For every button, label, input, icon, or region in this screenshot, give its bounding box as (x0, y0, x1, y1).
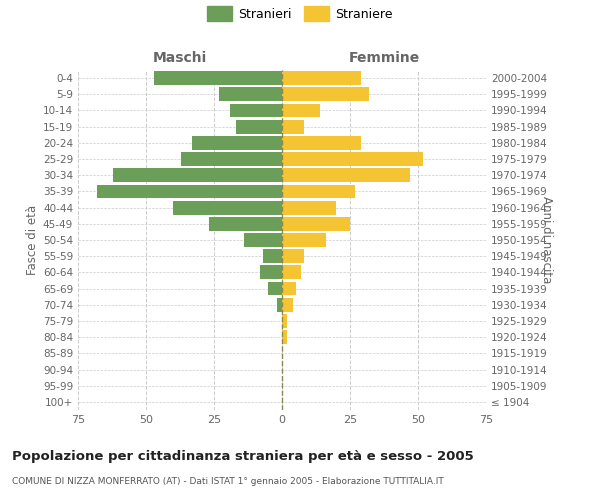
Bar (97, 184, 282, 198)
Bar (282, 233, 326, 247)
Bar (154, 71, 282, 85)
Legend: Stranieri, Straniere: Stranieri, Straniere (207, 6, 393, 20)
Bar (244, 233, 282, 247)
Bar (282, 184, 355, 198)
Bar (282, 250, 304, 263)
Bar (268, 282, 282, 296)
Bar (282, 200, 337, 214)
Bar (263, 250, 282, 263)
Bar (260, 266, 282, 280)
Bar (113, 168, 282, 182)
Bar (282, 120, 304, 134)
Bar (282, 314, 287, 328)
Bar (220, 88, 282, 101)
Bar (282, 298, 293, 312)
Text: Popolazione per cittadinanza straniera per età e sesso - 2005: Popolazione per cittadinanza straniera p… (12, 450, 474, 463)
Bar (282, 217, 350, 230)
Bar (282, 152, 424, 166)
Text: Maschi: Maschi (153, 51, 207, 65)
Text: Femmine: Femmine (349, 51, 419, 65)
Y-axis label: Fasce di età: Fasce di età (26, 205, 39, 275)
Bar (282, 104, 320, 118)
Bar (282, 88, 369, 101)
Bar (282, 266, 301, 280)
Bar (173, 200, 282, 214)
Bar (209, 217, 282, 230)
Bar (277, 298, 282, 312)
Bar (230, 104, 282, 118)
Y-axis label: Anni di nascita: Anni di nascita (540, 196, 553, 284)
Bar (282, 282, 296, 296)
Bar (282, 330, 287, 344)
Bar (282, 136, 361, 149)
Text: COMUNE DI NIZZA MONFERRATO (AT) - Dati ISTAT 1° gennaio 2005 - Elaborazione TUTT: COMUNE DI NIZZA MONFERRATO (AT) - Dati I… (12, 478, 444, 486)
Bar (236, 120, 282, 134)
Bar (192, 136, 282, 149)
Bar (282, 71, 361, 85)
Bar (282, 168, 410, 182)
Bar (181, 152, 282, 166)
